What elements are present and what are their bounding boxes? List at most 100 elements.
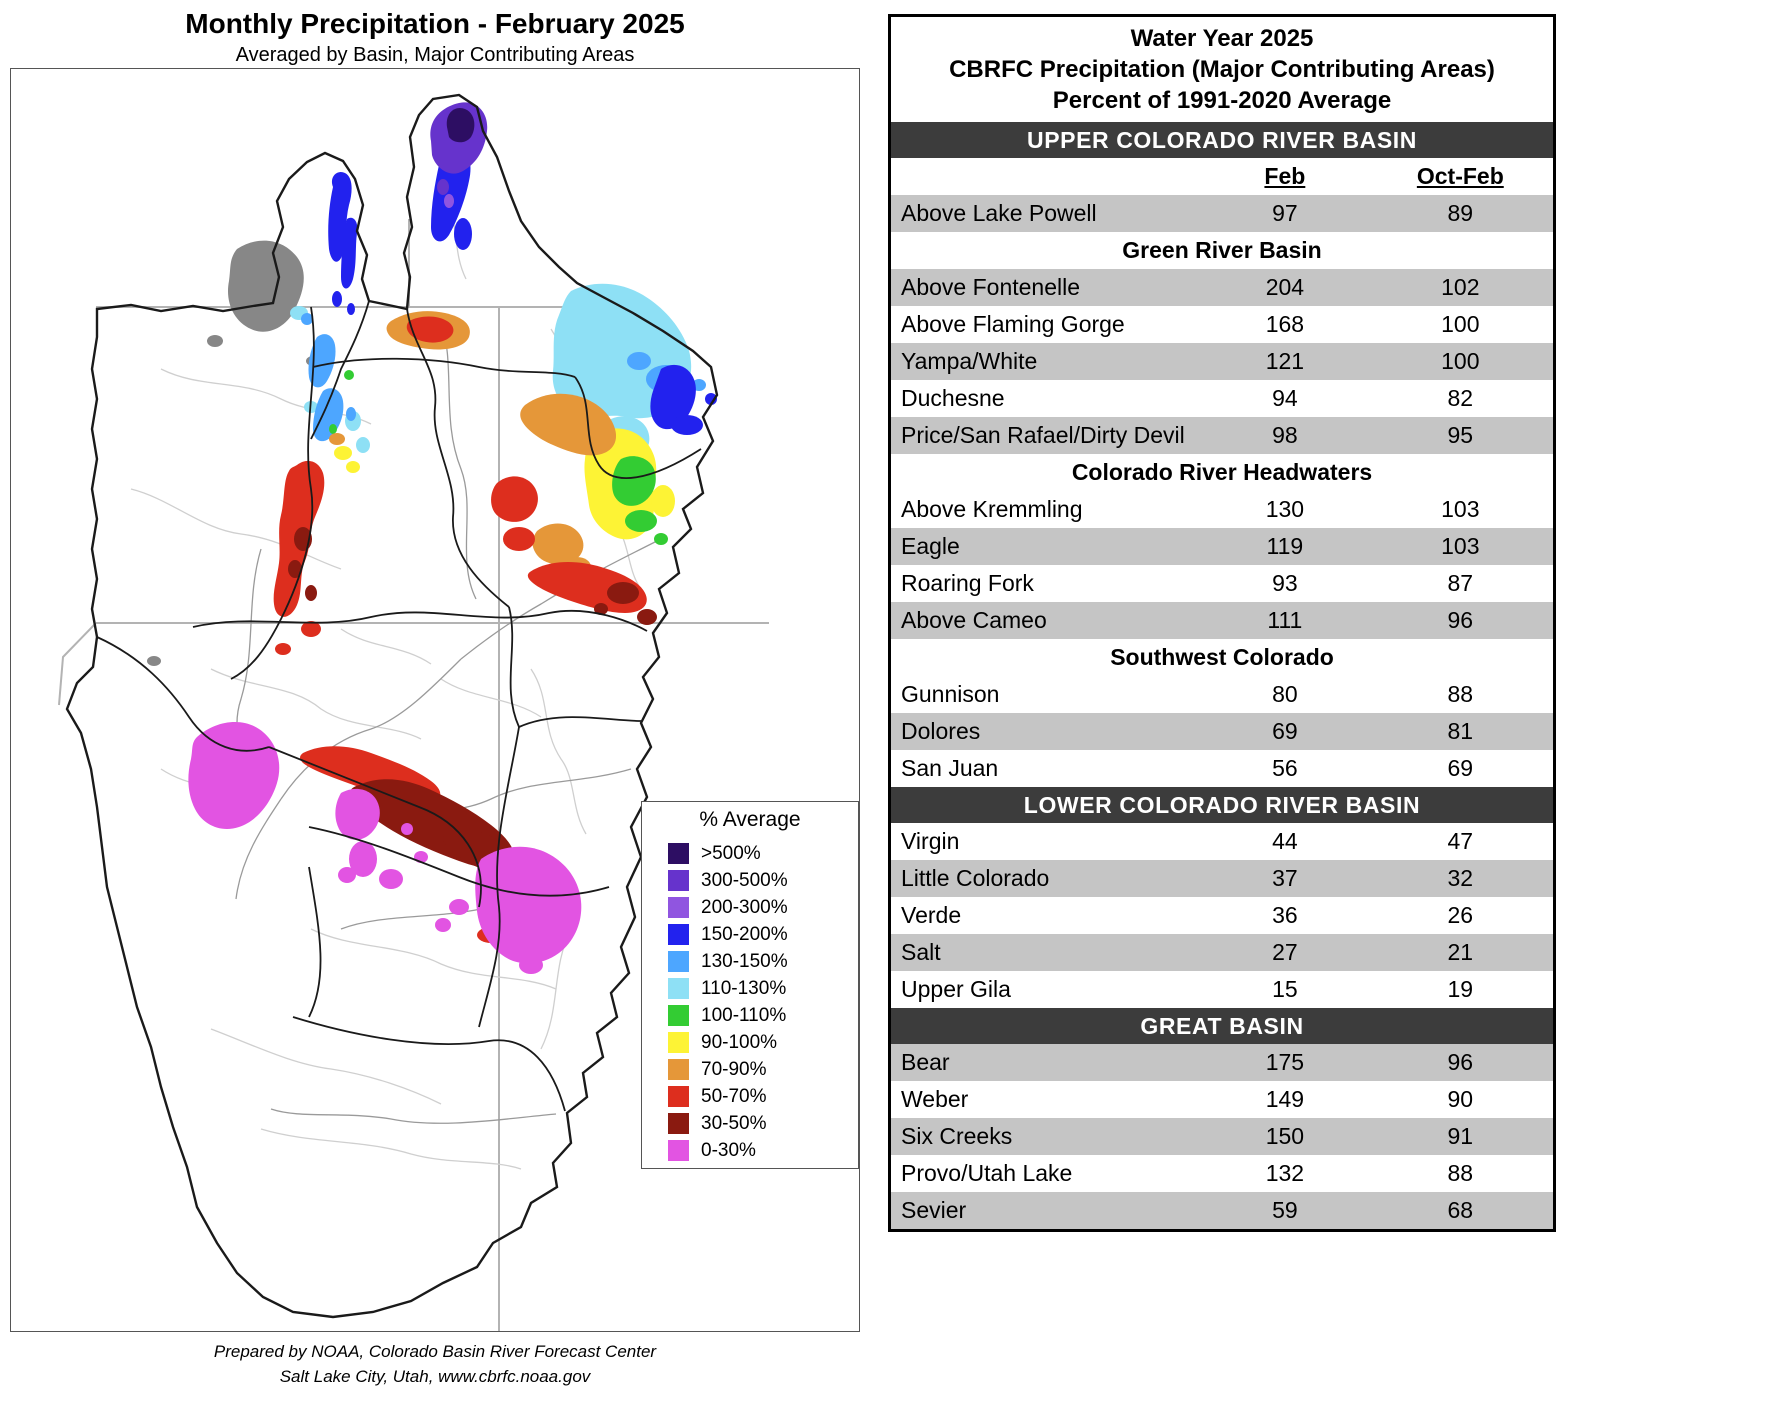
octfeb-value-cell: 68 — [1447, 1197, 1474, 1223]
table-title: Water Year 2025 CBRFC Precipitation (Maj… — [891, 17, 1553, 122]
table-row: Bear 175 96 — [891, 1044, 1553, 1081]
basin-name-cell: Above Flaming Gorge — [901, 311, 1125, 337]
basin-name-cell: Duchesne — [901, 385, 1005, 411]
octfeb-value-cell: 81 — [1447, 718, 1474, 744]
table-row: Gunnison 80 88 — [891, 676, 1553, 713]
legend-item: 130-150% — [642, 948, 858, 975]
octfeb-value-cell: 47 — [1447, 828, 1474, 854]
column-header-octfeb: Oct-Feb — [1416, 163, 1504, 189]
feb-value-cell: 132 — [1265, 1160, 1305, 1186]
legend-label: 70-90% — [701, 1058, 767, 1080]
octfeb-value-cell: 69 — [1447, 755, 1474, 781]
feb-value-cell: 56 — [1272, 755, 1298, 781]
legend-item: 200-300% — [642, 894, 858, 921]
basin-name-cell: Verde — [901, 902, 962, 928]
table-row: Little Colorado 37 32 — [891, 860, 1553, 897]
legend-item: >500% — [642, 840, 858, 867]
table-row: Above Fontenelle 204 102 — [891, 269, 1553, 306]
feb-value-cell: 111 — [1267, 607, 1303, 633]
legend-item: 70-90% — [642, 1056, 858, 1083]
precipitation-table: Water Year 2025 CBRFC Precipitation (Maj… — [888, 14, 1556, 1232]
basin-name-cell: Yampa/White — [901, 348, 1038, 374]
table-title-line1: Water Year 2025 — [1130, 25, 1314, 52]
octfeb-value-cell: 103 — [1441, 496, 1480, 522]
legend-swatch — [668, 870, 689, 891]
map-subtitle: Averaged by Basin, Major Contributing Ar… — [235, 44, 635, 66]
basin-name-cell: Virgin — [901, 828, 960, 854]
map-footer-line1: Prepared by NOAA, Colorado Basin River F… — [213, 1342, 657, 1361]
feb-value-cell: 37 — [1272, 865, 1298, 891]
basin-name-cell: Bear — [901, 1049, 950, 1075]
feb-value-cell: 69 — [1272, 718, 1298, 744]
basin-name-cell: Weber — [901, 1086, 969, 1112]
legend-item: 300-500% — [642, 867, 858, 894]
octfeb-value-cell: 26 — [1447, 902, 1474, 928]
legend-swatch — [668, 924, 689, 945]
basin-name-cell: Sevier — [901, 1197, 967, 1223]
basin-name-cell: Upper Gila — [901, 976, 1011, 1002]
table-row: Above Flaming Gorge 168 100 — [891, 306, 1553, 343]
legend-label: 110-130% — [701, 977, 787, 999]
legend-label: 150-200% — [701, 923, 788, 945]
basin-name-cell: Above Lake Powell — [901, 200, 1097, 226]
legend-swatch — [668, 1059, 689, 1080]
table-row: Above Cameo 111 96 — [891, 602, 1553, 639]
basin-name-cell: Above Cameo — [901, 607, 1047, 633]
table-row: San Juan 56 69 — [891, 750, 1553, 787]
basin-precipitation-map — [58, 93, 769, 1331]
basin-name-cell: Six Creeks — [901, 1123, 1013, 1149]
legend-label: 50-70% — [701, 1085, 767, 1107]
legend-label: 200-300% — [701, 896, 788, 918]
legend-swatch — [668, 1032, 689, 1053]
table-row: Salt 27 21 — [891, 934, 1553, 971]
table-row: Sevier 59 68 — [891, 1192, 1553, 1229]
river-lines — [235, 318, 662, 1124]
octfeb-value-cell: 19 — [1447, 976, 1474, 1002]
legend-item: 100-110% — [642, 1002, 858, 1029]
legend-swatch — [668, 1005, 689, 1026]
legend-label: 130-150% — [701, 950, 788, 972]
table-row: Above Lake Powell 97 89 — [891, 195, 1553, 232]
octfeb-value-cell: 96 — [1447, 1049, 1474, 1075]
legend-label: 300-500% — [701, 869, 788, 891]
table-subsection-header: Southwest Colorado — [1110, 644, 1334, 670]
basin-name-cell: Price/San Rafael/Dirty Devil — [901, 422, 1185, 448]
legend-label: 100-110% — [701, 1004, 787, 1026]
feb-value-cell: 15 — [1272, 976, 1298, 1002]
precipitation-overlay — [147, 102, 717, 974]
basin-name-cell: Dolores — [901, 718, 981, 744]
table-section-header: GREAT BASIN — [891, 1008, 1553, 1044]
feb-value-cell: 168 — [1265, 311, 1305, 337]
feb-value-cell: 94 — [1272, 385, 1298, 411]
feb-value-cell: 80 — [1272, 681, 1298, 707]
octfeb-value-cell: 90 — [1447, 1086, 1474, 1112]
legend-swatch — [668, 1140, 689, 1161]
table-row: Verde 36 26 — [891, 897, 1553, 934]
feb-value-cell: 175 — [1265, 1049, 1305, 1075]
table-row: Eagle 119 103 — [891, 528, 1553, 565]
octfeb-value-cell: 87 — [1447, 570, 1474, 596]
feb-value-cell: 97 — [1272, 200, 1298, 226]
octfeb-value-cell: 82 — [1447, 385, 1474, 411]
table-row: Price/San Rafael/Dirty Devil 98 95 — [891, 417, 1553, 454]
table-subsection-header: Colorado River Headwaters — [1071, 459, 1373, 485]
basin-name-cell: Little Colorado — [901, 865, 1050, 891]
basin-name-cell: San Juan — [901, 755, 999, 781]
legend-item: 110-130% — [642, 975, 858, 1002]
legend-item: 150-200% — [642, 921, 858, 948]
legend-swatch — [668, 1113, 689, 1134]
legend-label: 30-50% — [701, 1112, 767, 1134]
table-column-header-row: Feb Oct-Feb — [891, 158, 1553, 195]
legend-swatch — [668, 1086, 689, 1107]
octfeb-value-cell: 96 — [1447, 607, 1474, 633]
feb-value-cell: 119 — [1266, 533, 1304, 559]
column-header-basin — [891, 158, 1202, 195]
map-footer: Prepared by NOAA, Colorado Basin River F… — [10, 1340, 860, 1389]
basin-name-cell: Provo/Utah Lake — [901, 1160, 1073, 1186]
table-row: Dolores 69 81 — [891, 713, 1553, 750]
feb-value-cell: 150 — [1265, 1123, 1305, 1149]
map-title: Monthly Precipitation - February 2025 — [185, 8, 685, 39]
octfeb-value-cell: 32 — [1447, 865, 1474, 891]
legend-label: 0-30% — [701, 1139, 756, 1161]
